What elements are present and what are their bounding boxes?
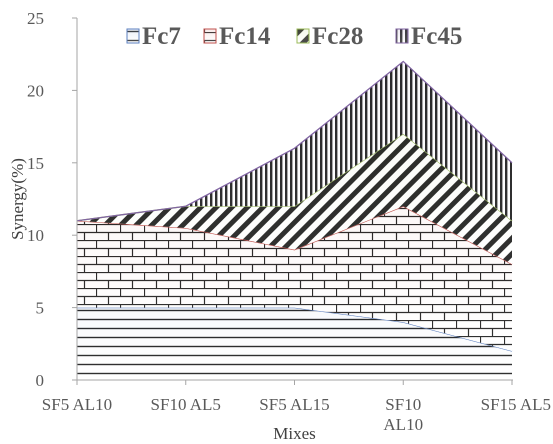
- legend-item-fc7: Fc7: [126, 23, 181, 50]
- legend-item-fc28: Fc28: [296, 23, 363, 50]
- y-tick-label: 20: [27, 81, 44, 100]
- axes: 0 5 10 15 20 25 SF5 AL10 SF10 AL5 SF5 AL15 SF10AL…: [8, 9, 551, 443]
- legend-item-fc14: Fc14: [203, 23, 271, 50]
- x-tick-label: SF10 AL5: [151, 395, 221, 414]
- y-tick-label: 25: [27, 9, 44, 28]
- x-tick-label: SF5 AL15: [259, 395, 329, 414]
- y-tick-label: 5: [36, 299, 45, 318]
- series-fc7-area: [77, 306, 513, 380]
- legend-item-fc45: Fc45: [395, 23, 462, 50]
- y-tick-label: 10: [27, 226, 44, 245]
- x-tick-label: AL10: [383, 415, 423, 434]
- legend-label: Fc28: [312, 23, 363, 50]
- series-fc45-area: [76, 60, 513, 222]
- legend-label: Fc7: [142, 23, 181, 50]
- series-fc45-line: [76, 60, 513, 222]
- y-tick-label: 0: [36, 371, 45, 390]
- legend-label: Fc45: [411, 23, 462, 50]
- x-tick-label: SF15 AL5: [481, 395, 551, 414]
- y-tick-label: 15: [27, 154, 44, 173]
- series-fc14-area: [76, 205, 513, 352]
- legend-label: Fc14: [219, 23, 271, 50]
- plot-areas: [76, 60, 513, 380]
- x-tick-label: SF5 AL10: [42, 395, 112, 414]
- x-tick-label: SF10: [385, 395, 421, 414]
- legend: Fc7 Fc14 Fc28 Fc45: [126, 23, 462, 50]
- y-axis-title: Synergy(%): [8, 158, 27, 240]
- x-axis-title: Mixes: [273, 424, 316, 443]
